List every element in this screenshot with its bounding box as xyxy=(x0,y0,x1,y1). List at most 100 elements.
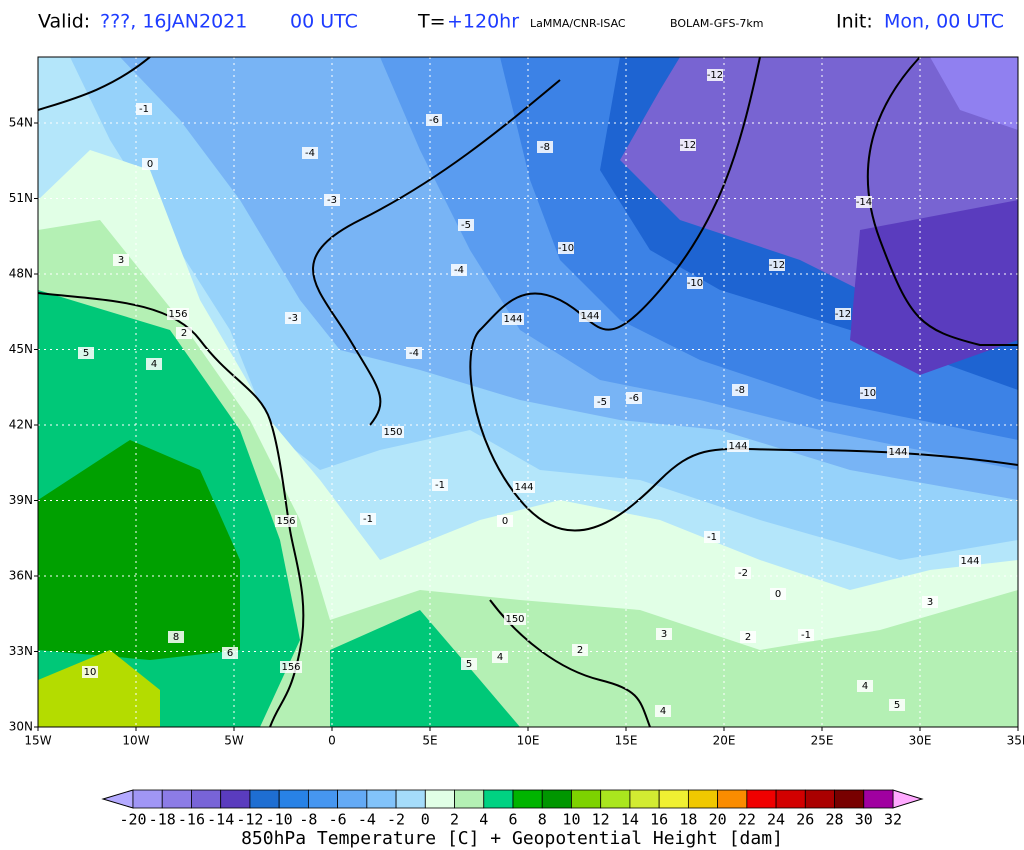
contour-label-box xyxy=(113,254,129,266)
contour-label: -10 xyxy=(860,388,876,399)
contour-label: -1 xyxy=(801,630,811,641)
init-value: Mon, 00 UTC xyxy=(884,11,1004,33)
map-area: -12-12-14-12-10-12-10-8-10-8-6-4-3-5-4-3… xyxy=(38,57,1018,727)
colorbar-swatch xyxy=(658,789,689,809)
t-value: +120hr xyxy=(447,11,519,33)
contour-label: -3 xyxy=(327,195,337,206)
contour-label: -12 xyxy=(835,309,851,320)
lon-label: 10E xyxy=(517,734,540,748)
contour-label-box xyxy=(458,219,474,231)
colorbar-label: 26 xyxy=(796,811,814,829)
contour-label-box xyxy=(432,479,448,491)
contour-label-box xyxy=(770,588,786,600)
contour-label: 0 xyxy=(775,589,781,600)
contour-label: -1 xyxy=(363,514,373,525)
contour-label: 144 xyxy=(888,447,907,458)
colorbar-swatch xyxy=(395,789,426,809)
colorbar-swatch xyxy=(454,789,485,809)
contour-label-box xyxy=(922,596,938,608)
contour-label-box xyxy=(687,277,703,289)
contour-label-box xyxy=(626,392,642,404)
height-contour xyxy=(38,57,151,111)
lon-label: 15E xyxy=(615,734,638,748)
contour-label: 0 xyxy=(147,159,153,170)
contour-label-box xyxy=(579,310,601,322)
colorbar-label: 24 xyxy=(767,811,785,829)
init-label: Init: xyxy=(836,11,873,33)
contour-label-box xyxy=(856,196,872,208)
colorbar-swatch xyxy=(512,789,543,809)
colorbar-swatch xyxy=(161,789,192,809)
height-contour xyxy=(866,57,1018,346)
contour-label-box xyxy=(451,264,467,276)
contour-label-box xyxy=(275,515,297,527)
contour-label: -12 xyxy=(680,140,696,151)
contour-label-box xyxy=(740,631,756,643)
contour-label: -4 xyxy=(305,148,315,159)
colorbar-label: -18 xyxy=(149,811,176,829)
graticule xyxy=(38,57,1018,727)
contour-label: -3 xyxy=(288,313,298,324)
source: LaMMA/CNR-ISAC xyxy=(530,17,626,30)
contour-label: 150 xyxy=(505,614,524,625)
colorbar-label: -2 xyxy=(387,811,405,829)
contour-label: 5 xyxy=(466,659,472,670)
contour-label-box xyxy=(492,651,508,663)
contour-label: 156 xyxy=(168,309,187,320)
contour-label: -12 xyxy=(769,260,785,271)
contour-label: 144 xyxy=(960,556,979,567)
contour-label-box xyxy=(497,515,513,527)
contour-label-box xyxy=(502,313,524,325)
colorbar-swatch xyxy=(132,789,163,809)
contour-label-box xyxy=(142,158,158,170)
contour-label: 4 xyxy=(151,359,157,370)
height-contour xyxy=(469,57,1018,532)
colorbar-swatch xyxy=(541,789,572,809)
contour-label: 2 xyxy=(745,632,751,643)
t-label: T= xyxy=(417,11,446,33)
colorbar-swatch xyxy=(278,789,309,809)
contour-label: 2 xyxy=(577,645,583,656)
colorbar-label: 16 xyxy=(650,811,668,829)
contour-label-box xyxy=(136,103,152,115)
contour-label: -10 xyxy=(558,243,574,254)
contour-label: 2 xyxy=(181,328,187,339)
lat-label: 48N xyxy=(9,267,33,281)
contour-label-box xyxy=(769,259,785,271)
colorbar-title: 850hPa Temperature [C] + Geopotential He… xyxy=(241,828,783,849)
colorbar-swatch xyxy=(424,789,455,809)
contour-label-box xyxy=(655,705,671,717)
contour-label-box xyxy=(513,481,535,493)
colorbar-label: 20 xyxy=(709,811,727,829)
contour-label-box xyxy=(504,613,526,625)
colorbar-over xyxy=(892,789,924,809)
contour-label: 3 xyxy=(118,255,124,266)
contour-label-box xyxy=(82,666,98,678)
colorbar-label: 14 xyxy=(621,811,639,829)
colorbar-swatch xyxy=(191,789,222,809)
colorbar-swatch xyxy=(307,789,339,809)
contour-label: 156 xyxy=(281,662,300,673)
contour-label: 8 xyxy=(173,632,179,643)
contour-label-box xyxy=(704,531,720,543)
colorbar-label: 6 xyxy=(508,811,517,829)
lat-label: 39N xyxy=(9,493,33,507)
colorbar-label: -10 xyxy=(266,811,293,829)
contour-label: 4 xyxy=(497,652,503,663)
field xyxy=(930,57,1018,130)
lon-label: 35E xyxy=(1007,734,1024,748)
colorbar-label: -8 xyxy=(299,811,317,829)
lon-label: 5W xyxy=(224,734,244,748)
contour-label: -2 xyxy=(738,568,748,579)
contour-label: 156 xyxy=(276,516,295,527)
colorbar-under xyxy=(101,789,134,809)
contour-label-box xyxy=(735,567,751,579)
contour-label-box xyxy=(959,555,981,567)
contour-label: -1 xyxy=(707,532,717,543)
colorbar-label: 4 xyxy=(479,811,488,829)
contour-label-box xyxy=(285,312,301,324)
contour-label-box xyxy=(889,699,905,711)
colorbar-label: 30 xyxy=(855,811,873,829)
lon-label: 10W xyxy=(122,734,149,748)
colorbar: -20 -18 -16 -14 -12 -10 -8 -6 -4 -2 0 2 4 6 8 10 12 14 16 1… xyxy=(101,789,924,829)
